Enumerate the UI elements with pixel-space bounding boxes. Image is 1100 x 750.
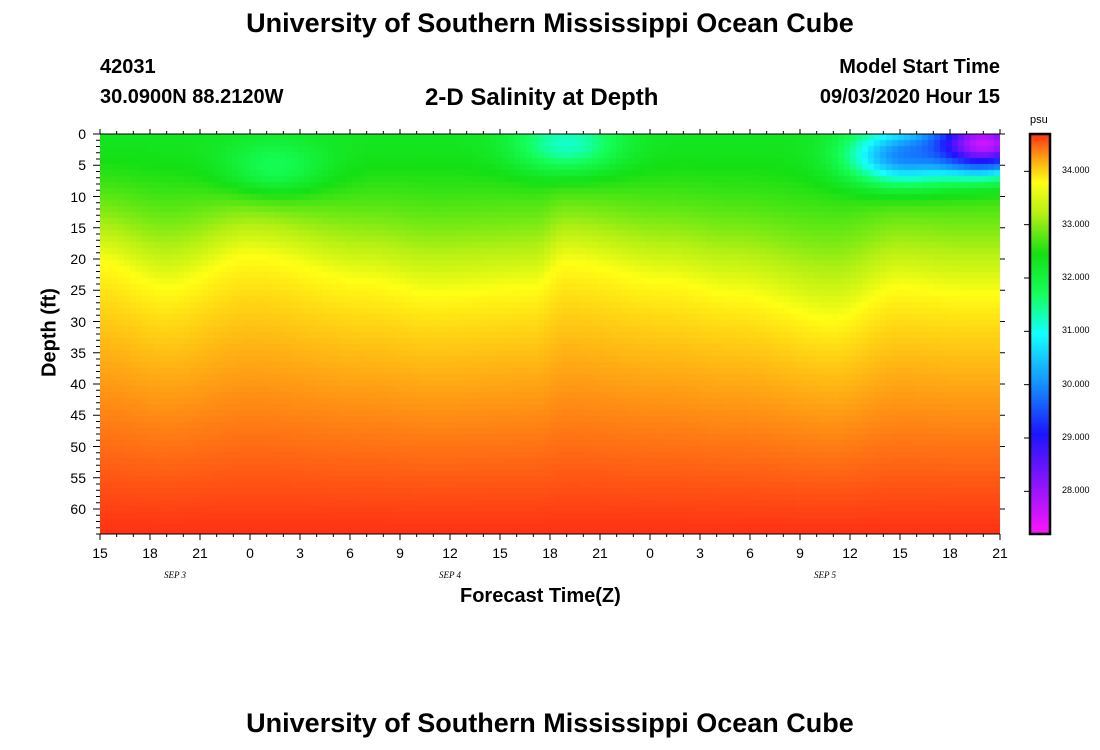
x-tick-label: 15 (92, 545, 108, 561)
x-tick-label: 18 (542, 545, 558, 561)
x-tick-label: 21 (192, 545, 208, 561)
date-label: SEP 4 (438, 570, 462, 580)
x-tick-label: 18 (942, 545, 958, 561)
y-tick-label: 20 (70, 251, 86, 267)
x-tick-label: 3 (696, 545, 704, 561)
x-tick-label: 0 (246, 545, 254, 561)
date-label: SEP 3 (163, 570, 187, 580)
y-tick-label: 35 (70, 344, 86, 361)
colorbar-unit: psu (1030, 114, 1048, 126)
station-location: 30.0900N 88.2120W (100, 86, 284, 108)
y-tick-label: 30 (70, 313, 86, 330)
colorbar-tick-label: 30.000 (1062, 378, 1090, 389)
x-axis-label: Forecast Time(Z) (460, 585, 621, 607)
x-tick-label: 0 (646, 545, 654, 561)
x-tick-label: 12 (842, 545, 858, 561)
y-tick-label: 25 (70, 282, 86, 299)
x-tick-label: 6 (346, 545, 354, 561)
y-tick-label: 10 (70, 188, 86, 205)
x-tick-label: 12 (442, 545, 458, 561)
colorbar-tick-label: 34.000 (1062, 165, 1090, 176)
colorbar-tick-label: 32.000 (1062, 272, 1090, 282)
y-tick-label: 40 (70, 376, 86, 392)
x-tick-label: 15 (892, 545, 908, 561)
y-tick-label: 60 (70, 501, 86, 517)
model-start-time: 09/03/2020 Hour 15 (819, 86, 1000, 108)
x-tick-label: 18 (142, 545, 158, 561)
y-tick-label: 55 (70, 469, 86, 486)
y-tick-label: 50 (70, 438, 86, 455)
salinity-heatmap (100, 134, 1000, 534)
colorbar (1028, 132, 1052, 536)
colorbar-tick-label: 31.000 (1062, 325, 1090, 336)
station-id: 42031 (100, 56, 156, 78)
x-tick-label: 9 (796, 545, 804, 561)
x-tick-label: 21 (992, 545, 1008, 561)
x-tick-label: 15 (492, 545, 508, 561)
model-start-label: Model Start Time (839, 56, 1000, 78)
x-tick-label: 9 (396, 545, 404, 561)
page-title: University of Southern Mississippi Ocean… (246, 8, 854, 38)
colorbar-tick-label: 29.000 (1062, 432, 1090, 442)
y-tick-label: 0 (78, 126, 86, 142)
plot-title: 2-D Salinity at Depth (425, 84, 659, 111)
x-tick-label: 21 (592, 545, 608, 561)
x-tick-label: 3 (296, 545, 304, 561)
y-tick-label: 5 (78, 157, 86, 174)
y-tick-label: 45 (70, 407, 86, 424)
colorbar-tick-label: 28.000 (1062, 485, 1090, 496)
date-label: SEP 5 (813, 570, 837, 580)
y-tick-label: 15 (70, 219, 86, 236)
footer-title: University of Southern Mississippi Ocean… (246, 708, 854, 738)
x-tick-label: 6 (746, 545, 754, 561)
colorbar-tick-label: 33.000 (1062, 218, 1090, 229)
